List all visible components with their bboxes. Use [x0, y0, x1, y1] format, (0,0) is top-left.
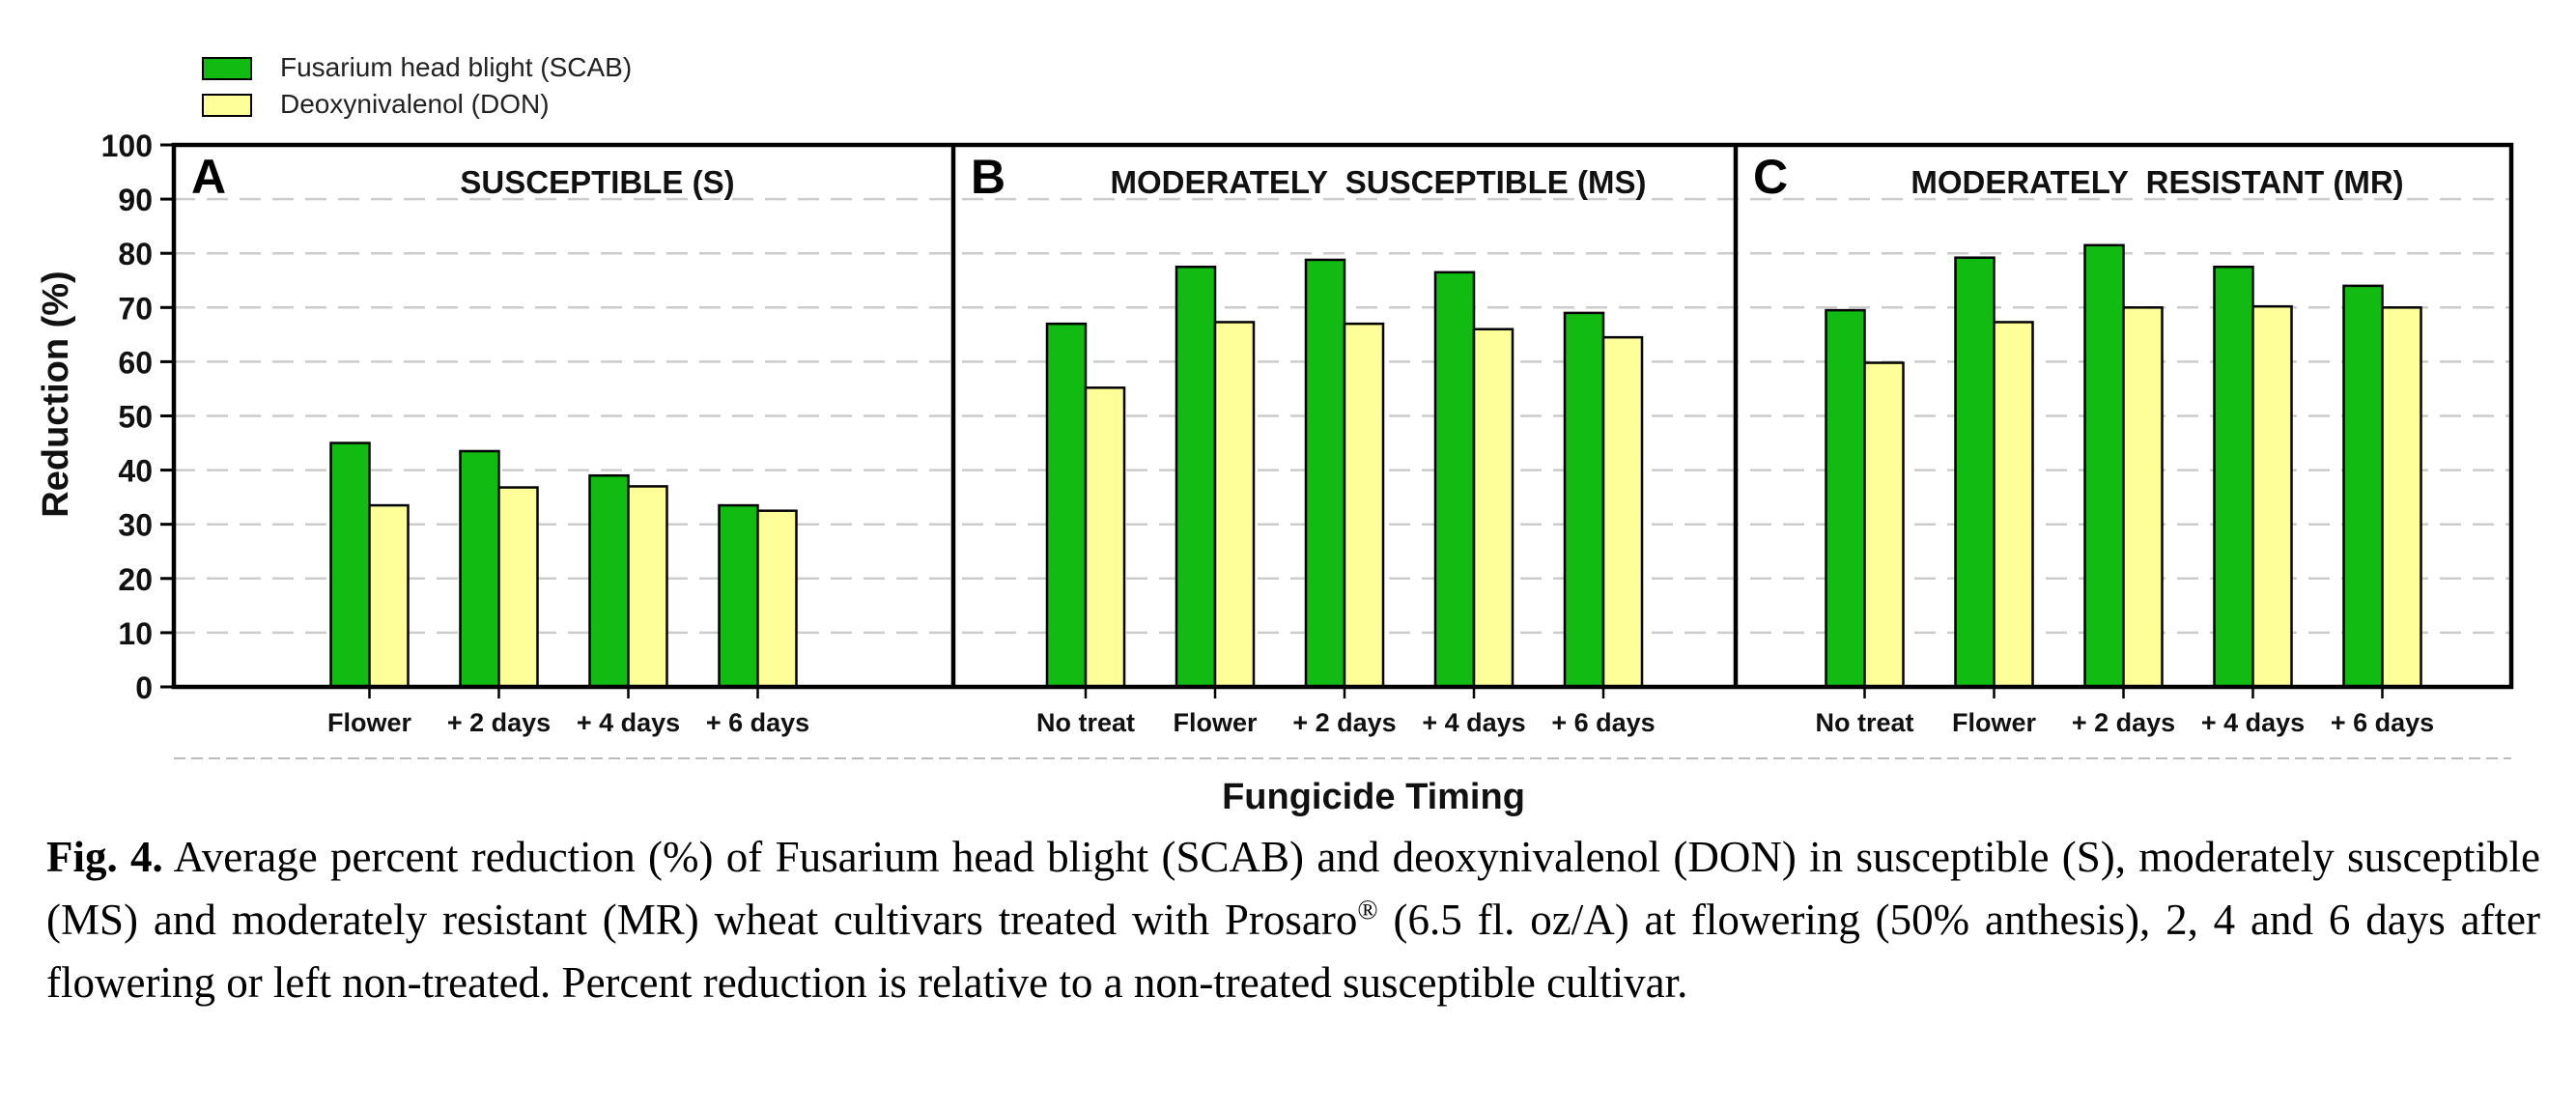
panel-letter: C [1753, 150, 1788, 204]
caption-label: Fig. 4. [46, 833, 163, 881]
bar-scab [1045, 322, 1088, 689]
legend-swatch [202, 57, 252, 80]
bar-scab [329, 442, 371, 689]
x-tick-label: Flower [1952, 708, 2037, 737]
bar-scab [1563, 311, 1605, 689]
y-tick-label: 60 [118, 345, 153, 380]
bar-don [1343, 322, 1385, 689]
legend: Fusarium head blight (SCAB) Deoxynivaleno… [202, 52, 632, 119]
panel-letter: A [191, 150, 226, 204]
bar-scab [588, 473, 630, 689]
legend-entry: Fusarium head blight (SCAB) [280, 52, 632, 82]
x-tick-label: + 2 days [2072, 708, 2175, 737]
bar-don [1993, 321, 2034, 689]
bar-don [1472, 328, 1514, 689]
bar-don [1084, 386, 1126, 689]
x-tick-label: + 4 days [577, 708, 680, 737]
x-tick-label: + 6 days [706, 708, 809, 737]
y-tick-label: 0 [135, 670, 153, 705]
caption-text-after: (6.5 fl. oz/A) at flowering (50% anthesi… [46, 896, 2540, 1007]
bar-scab [1433, 271, 1476, 689]
bar-scab [1304, 258, 1346, 689]
x-tick-label: + 6 days [2331, 708, 2434, 737]
panel-letter: B [971, 150, 1005, 204]
panel-title: MODERATELY SUSCEPTIBLE (MS) [1111, 164, 1647, 200]
panel-a: Flower + 2 days + 4 days + 6 days A SUSCEPTIB… [191, 150, 809, 737]
bar-don [2122, 306, 2164, 689]
y-tick-label: 40 [118, 454, 153, 489]
x-tick-label: + 2 days [447, 708, 551, 737]
panel-b: No treat Flower + 2 days + 4 days + 6 days B M… [971, 150, 1656, 737]
x-tick-label: No treat [1815, 708, 1913, 737]
bar-don [1601, 335, 1644, 689]
panel-title: SUSCEPTIBLE (S) [460, 164, 734, 200]
bar-scab [1954, 256, 1996, 689]
bar-don [497, 486, 539, 689]
figure-caption: Fig. 4. Average percent reduction (%) of… [46, 826, 2540, 1014]
caption-text-before: Average percent reduction (%) of Fusariu… [46, 833, 2540, 944]
y-tick-label: 100 [101, 128, 153, 163]
plot-frame [171, 142, 2514, 690]
legend-swatch [202, 94, 252, 117]
bar-scab [1825, 308, 1866, 689]
y-tick-label: 70 [118, 291, 153, 326]
y-tick-label: 20 [118, 562, 153, 597]
x-tick-label: + 6 days [1551, 708, 1655, 737]
y-axis: 0 10 20 30 40 50 60 70 80 90 100 [101, 128, 174, 705]
bar-scab [2213, 265, 2254, 689]
bar-don [627, 485, 668, 689]
x-tick-label: No treat [1036, 708, 1135, 737]
x-axis-label: Fungicide Timing [1222, 777, 1525, 817]
y-tick-label: 30 [118, 508, 153, 543]
y-tick-label: 50 [118, 400, 153, 435]
bar-don [1863, 361, 1905, 689]
bar-don [756, 509, 798, 689]
x-tick-label: Flower [1173, 708, 1258, 737]
bar-don [368, 503, 410, 689]
y-tick-label: 10 [118, 616, 153, 651]
registered-mark: ® [1357, 896, 1378, 926]
x-tick-label: + 4 days [2201, 708, 2305, 737]
y-tick-label: 80 [118, 237, 153, 271]
bar-scab [459, 449, 500, 689]
bar-scab [718, 503, 759, 689]
x-tick-label: + 4 days [1422, 708, 1525, 737]
bar-don [1213, 321, 1256, 689]
panel-c: No treat Flower + 2 days + 4 days + 6 days C M… [1753, 150, 2434, 737]
x-tick-label: + 2 days [1292, 708, 1396, 737]
chart-panels: Flower + 2 days + 4 days + 6 days A SUSCEPTIB… [171, 142, 2514, 737]
panel-title: MODERATELY RESISTANT (MR) [1911, 164, 2403, 200]
y-axis-label: Reduction (%) [36, 271, 76, 517]
bar-scab [2342, 284, 2384, 689]
bar-scab [1175, 265, 1217, 689]
x-tick-label: Flower [327, 708, 412, 737]
bar-don [2381, 306, 2422, 689]
y-tick-label: 90 [118, 183, 153, 217]
figure-chart: Fusarium head blight (SCAB) Deoxynivaleno… [36, 52, 2514, 817]
bar-scab [2083, 243, 2125, 689]
bar-don [2251, 304, 2293, 689]
legend-entry: Deoxynivalenol (DON) [280, 89, 550, 119]
